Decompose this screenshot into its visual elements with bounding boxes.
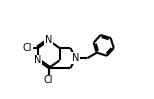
Text: N: N: [45, 35, 52, 45]
Text: N: N: [34, 55, 42, 65]
Text: Cl: Cl: [44, 75, 53, 85]
Text: Cl: Cl: [22, 43, 32, 53]
Text: N: N: [72, 53, 79, 63]
